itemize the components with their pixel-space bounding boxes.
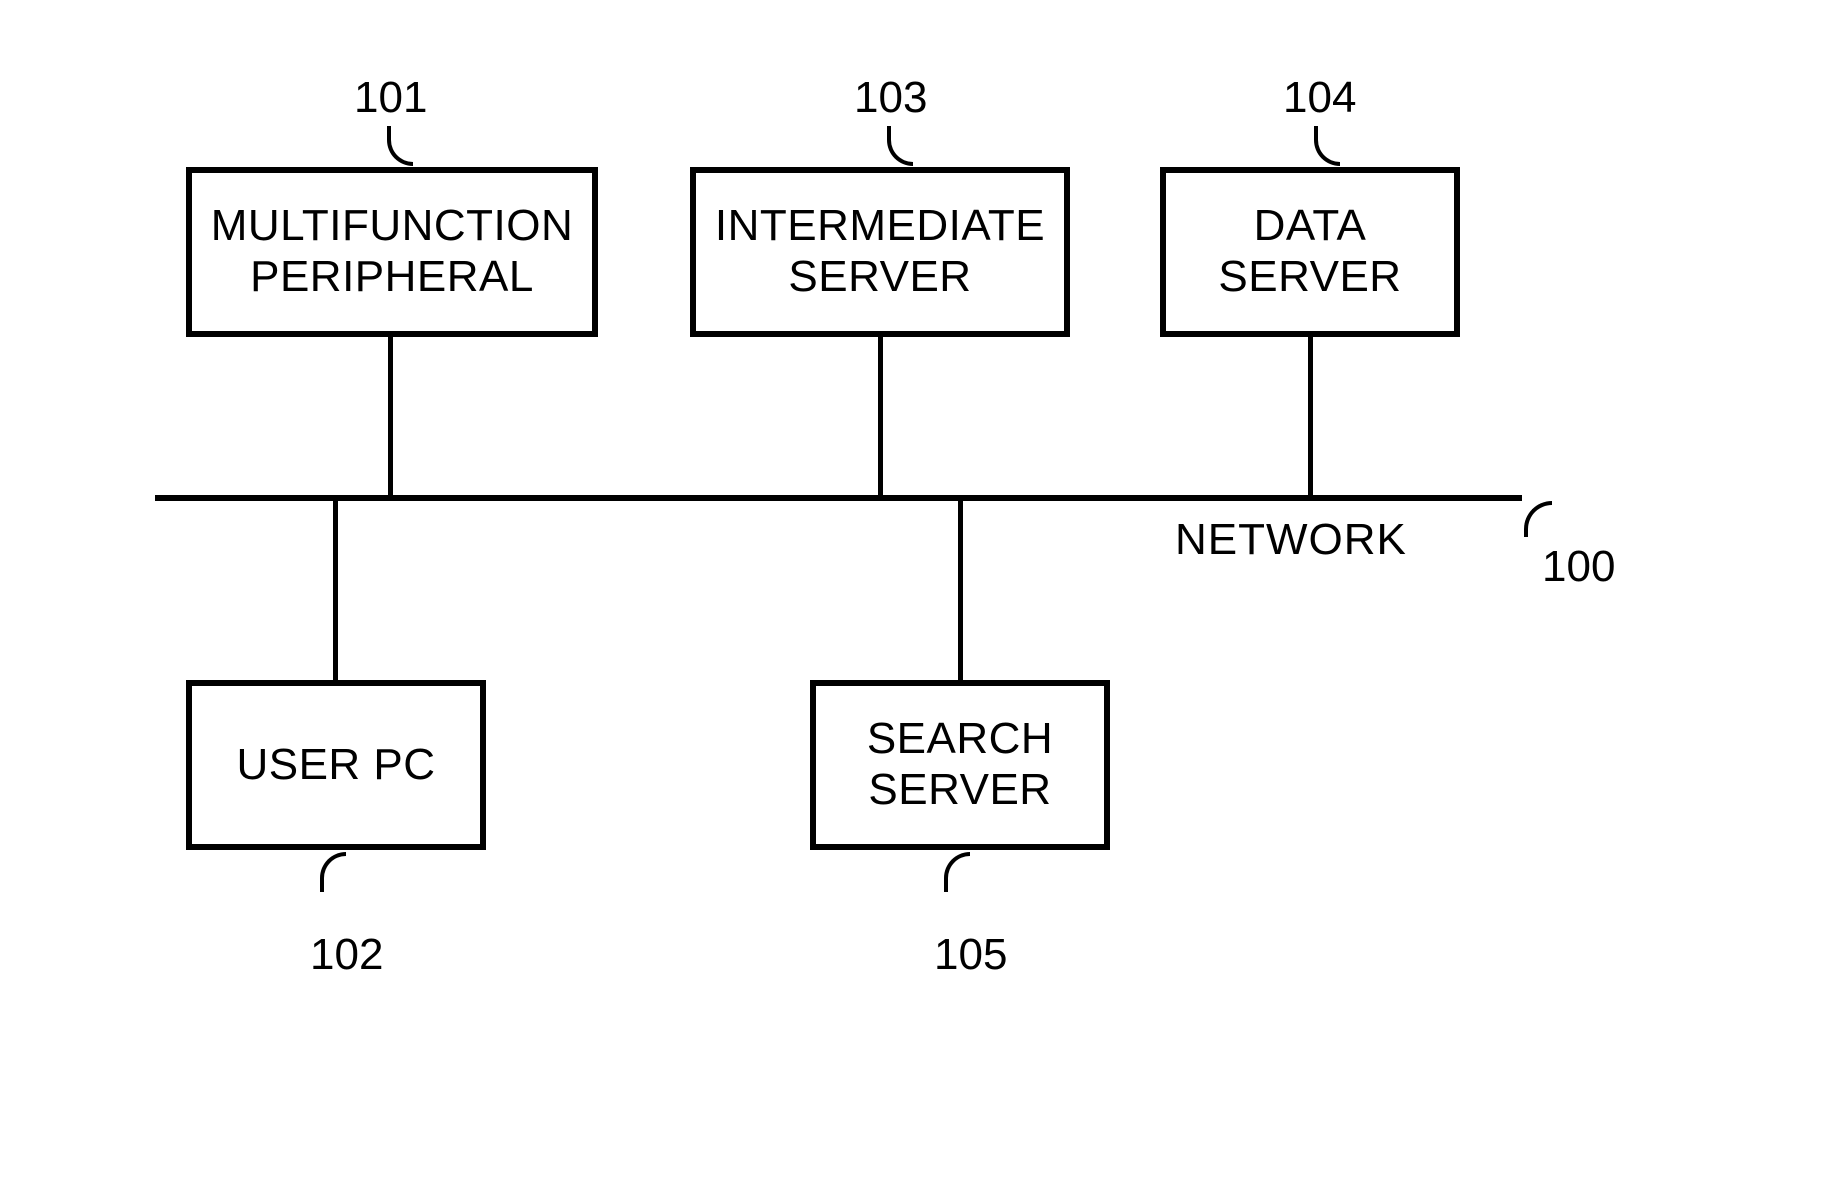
ref-103-tick: [887, 126, 913, 166]
ref-105-tick: [944, 852, 970, 892]
connector-intermediate: [878, 337, 883, 498]
diagram-canvas: 101 103 104 MULTIFUNCTIONPERIPHERAL INTE…: [0, 0, 1840, 1183]
ref-103: 103: [854, 73, 927, 123]
ref-102: 102: [310, 930, 383, 980]
box-label: INTERMEDIATESERVER: [715, 201, 1045, 302]
box-intermediate-server: INTERMEDIATESERVER: [690, 167, 1070, 337]
box-user-pc: USER PC: [186, 680, 486, 850]
box-search-server: SEARCHSERVER: [810, 680, 1110, 850]
box-label: DATASERVER: [1218, 201, 1401, 302]
ref-100-tick: [1524, 501, 1552, 537]
ref-104: 104: [1283, 73, 1356, 123]
network-label: NETWORK: [1175, 515, 1407, 565]
box-label: MULTIFUNCTIONPERIPHERAL: [211, 201, 574, 302]
box-multifunction-peripheral: MULTIFUNCTIONPERIPHERAL: [186, 167, 598, 337]
connector-mfp: [388, 337, 393, 498]
ref-105: 105: [934, 930, 1007, 980]
box-data-server: DATASERVER: [1160, 167, 1460, 337]
connector-data: [1308, 337, 1313, 498]
connector-search: [958, 498, 963, 680]
ref-100: 100: [1542, 542, 1615, 592]
ref-102-tick: [320, 852, 346, 892]
box-label: SEARCHSERVER: [867, 714, 1053, 815]
box-label: USER PC: [236, 740, 435, 791]
connector-userpc: [333, 498, 338, 680]
ref-104-tick: [1314, 126, 1340, 166]
network-bus: [155, 495, 1522, 501]
ref-101-tick: [387, 126, 413, 166]
ref-101: 101: [354, 73, 427, 123]
